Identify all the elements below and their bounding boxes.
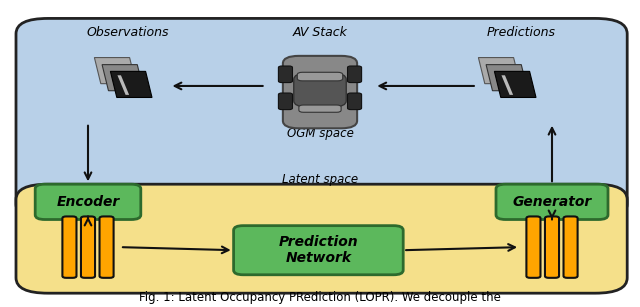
Text: Latent space: Latent space (282, 173, 358, 186)
FancyBboxPatch shape (496, 184, 608, 220)
FancyBboxPatch shape (63, 216, 77, 278)
Polygon shape (495, 72, 536, 98)
Polygon shape (102, 65, 144, 91)
Polygon shape (95, 58, 136, 84)
Text: Observations: Observations (87, 26, 169, 39)
FancyBboxPatch shape (278, 93, 292, 110)
FancyBboxPatch shape (564, 216, 578, 278)
FancyBboxPatch shape (294, 73, 346, 107)
Text: Generator: Generator (513, 195, 591, 209)
FancyBboxPatch shape (16, 184, 627, 293)
FancyBboxPatch shape (16, 18, 627, 220)
Polygon shape (502, 75, 513, 95)
FancyBboxPatch shape (81, 216, 95, 278)
Polygon shape (486, 65, 528, 91)
FancyBboxPatch shape (100, 216, 114, 278)
FancyBboxPatch shape (278, 66, 292, 83)
Polygon shape (479, 58, 520, 84)
FancyBboxPatch shape (348, 66, 362, 83)
FancyBboxPatch shape (545, 216, 559, 278)
FancyBboxPatch shape (348, 93, 362, 110)
Text: Fig. 1: Latent Occupancy PRediction (LOPR). We decouple the: Fig. 1: Latent Occupancy PRediction (LOP… (139, 291, 501, 304)
Text: Prediction
Network: Prediction Network (278, 235, 358, 265)
FancyBboxPatch shape (299, 105, 341, 112)
Polygon shape (118, 75, 129, 95)
Text: Encoder: Encoder (56, 195, 120, 209)
FancyBboxPatch shape (35, 184, 141, 220)
Text: AV Stack: AV Stack (292, 26, 348, 39)
FancyBboxPatch shape (298, 72, 343, 81)
Text: Predictions: Predictions (487, 26, 556, 39)
FancyBboxPatch shape (526, 216, 540, 278)
FancyBboxPatch shape (283, 56, 357, 128)
Text: OGM space: OGM space (287, 127, 353, 140)
Polygon shape (111, 72, 152, 98)
FancyBboxPatch shape (234, 226, 403, 275)
